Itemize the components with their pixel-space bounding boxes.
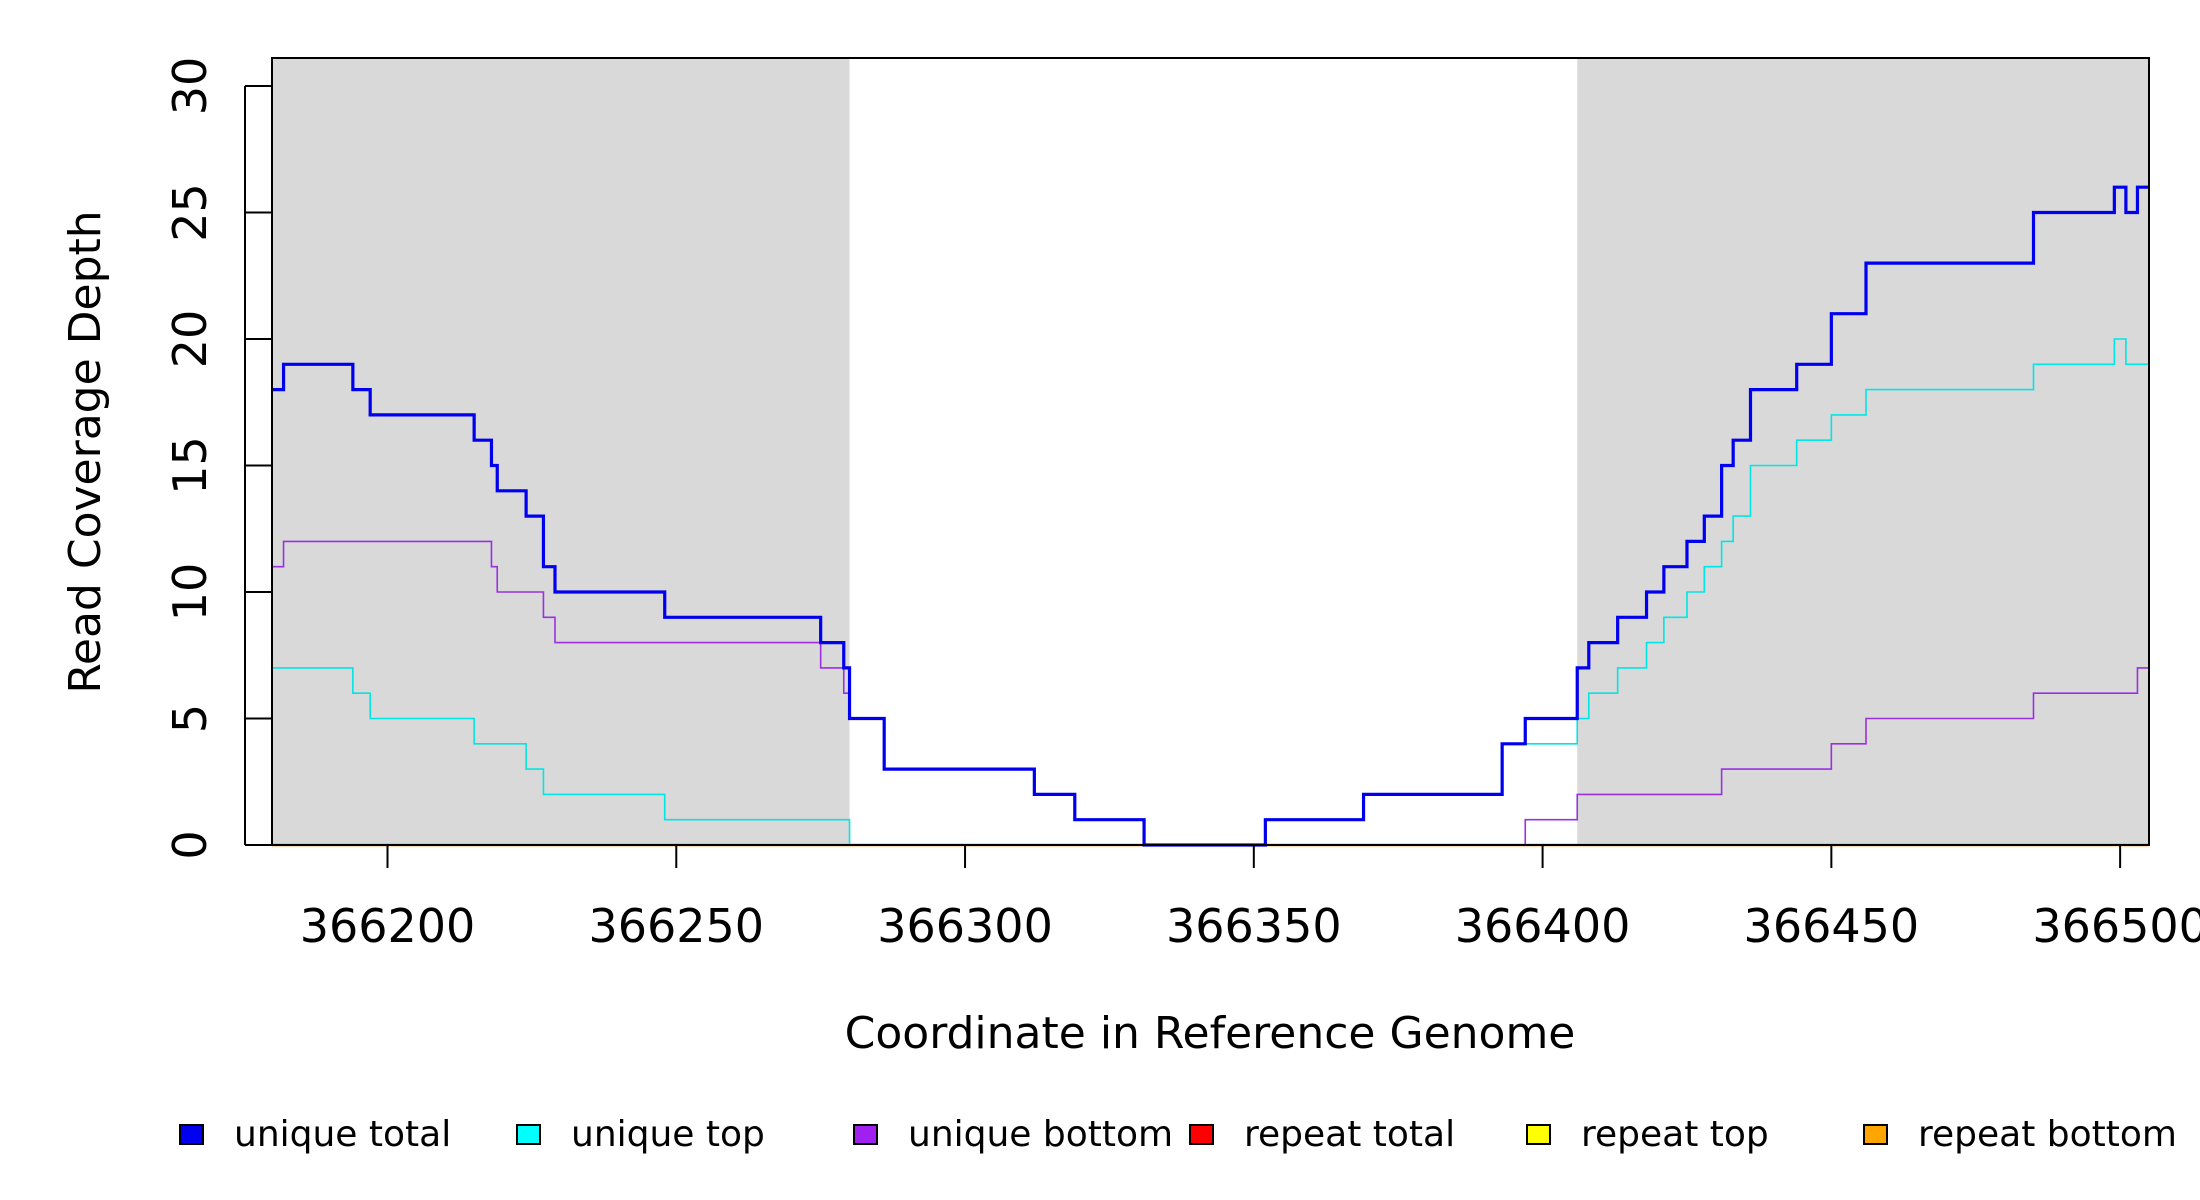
- y-axis: 0 5 10 15 20 25 30: [163, 57, 272, 860]
- legend-swatch: [853, 1123, 878, 1145]
- legend-item-unique-total: unique total: [179, 1104, 451, 1164]
- x-tick-label: 366500: [2032, 899, 2200, 953]
- y-tick-label: 15: [163, 436, 217, 495]
- y-tick-label: 30: [163, 57, 217, 116]
- x-tick-label: 366350: [1166, 899, 1342, 953]
- y-tick-label: 10: [163, 563, 217, 622]
- x-tick-label: 366400: [1455, 899, 1631, 953]
- legend-label: repeat top: [1581, 1113, 1769, 1155]
- x-axis: 366200 366250 366300 366350 366400 366450 3665…: [300, 845, 2200, 953]
- legend-label: unique top: [571, 1113, 765, 1155]
- y-tick-label: 20: [163, 310, 217, 369]
- legend-swatch: [1863, 1123, 1888, 1145]
- x-tick-label: 366200: [300, 899, 476, 953]
- y-tick-label: 0: [163, 830, 217, 859]
- x-axis-title: Coordinate in Reference Genome: [845, 1008, 1576, 1059]
- legend: unique total unique top unique bottom repea…: [0, 1104, 2200, 1164]
- legend-item-unique-top: unique top: [516, 1104, 765, 1164]
- x-tick-label: 366250: [588, 899, 764, 953]
- x-tick-label: 366300: [877, 899, 1053, 953]
- plot-frame: [271, 57, 2150, 846]
- legend-item-unique-bottom: unique bottom: [853, 1104, 1173, 1164]
- legend-label: repeat total: [1244, 1113, 1456, 1155]
- legend-label: unique bottom: [908, 1113, 1174, 1155]
- x-tick-label: 366450: [1744, 899, 1920, 953]
- y-axis-title: Read Coverage Depth: [60, 210, 111, 693]
- shaded-region-2: [1577, 58, 2149, 845]
- legend-label: repeat bottom: [1918, 1113, 2177, 1155]
- legend-item-repeat-bottom: repeat bottom: [1863, 1104, 2177, 1164]
- series-unique-total: [272, 185, 2149, 847]
- shaded-regions: [272, 58, 2149, 845]
- y-tick-label: 25: [163, 183, 217, 242]
- legend-item-repeat-total: repeat total: [1189, 1104, 1455, 1164]
- shaded-region-1: [272, 58, 850, 845]
- legend-swatch: [1189, 1123, 1214, 1145]
- legend-swatch: [1526, 1123, 1551, 1145]
- series-unique-top: [272, 338, 2149, 846]
- legend-swatch: [516, 1123, 541, 1145]
- legend-label: unique total: [234, 1113, 452, 1155]
- y-tick-label: 5: [163, 704, 217, 733]
- legend-item-repeat-top: repeat top: [1526, 1104, 1769, 1164]
- legend-swatch: [179, 1123, 204, 1145]
